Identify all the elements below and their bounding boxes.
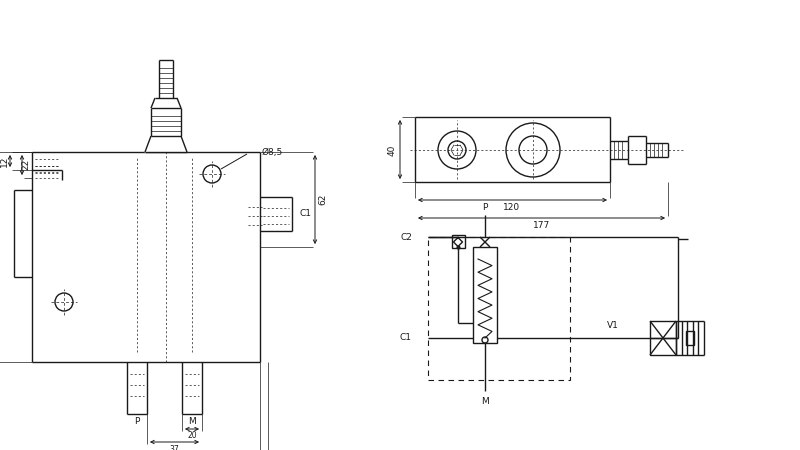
- Bar: [428, 237, 570, 380]
- Text: M: M: [188, 418, 196, 427]
- Text: 62: 62: [318, 194, 327, 205]
- Text: 37: 37: [170, 445, 179, 450]
- Bar: [686, 331, 694, 345]
- Text: 20: 20: [187, 432, 197, 441]
- Text: Ø8,5: Ø8,5: [262, 148, 283, 157]
- Text: C1: C1: [400, 333, 412, 342]
- Polygon shape: [145, 136, 187, 152]
- Text: P: P: [482, 203, 488, 212]
- Circle shape: [438, 131, 476, 169]
- Text: 22: 22: [22, 158, 30, 170]
- Text: C2: C2: [400, 233, 412, 242]
- Text: 120: 120: [503, 203, 521, 212]
- Text: M: M: [481, 396, 489, 405]
- Text: 177: 177: [533, 221, 550, 230]
- Text: 40: 40: [387, 144, 397, 156]
- Bar: [473, 247, 497, 343]
- Text: 12: 12: [0, 155, 9, 166]
- Text: V1: V1: [607, 321, 619, 330]
- Text: C1: C1: [300, 210, 312, 219]
- Bar: [452, 235, 465, 248]
- Circle shape: [506, 123, 560, 177]
- Text: P: P: [134, 418, 140, 427]
- Bar: [650, 321, 676, 355]
